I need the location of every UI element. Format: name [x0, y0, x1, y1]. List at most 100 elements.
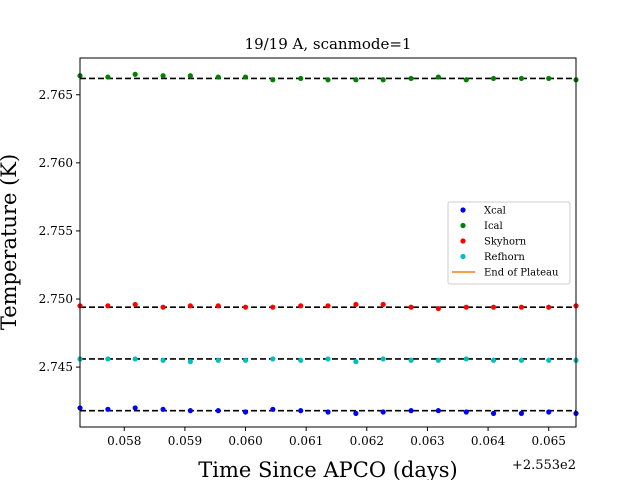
point-skyhorn [215, 303, 221, 309]
point-xcal [215, 408, 221, 414]
point-skyhorn [187, 303, 193, 309]
x-tick-label: 0.060 [228, 434, 262, 448]
chart-title: 19/19 A, scanmode=1 [245, 35, 412, 53]
point-xcal [353, 410, 359, 416]
point-ical [187, 73, 193, 79]
point-skyhorn [490, 304, 497, 310]
point-xcal [518, 410, 525, 416]
point-refhorn [187, 359, 193, 365]
point-refhorn [408, 357, 414, 363]
legend-marker-skyhorn [460, 238, 466, 244]
point-xcal [325, 409, 331, 415]
point-xcal [298, 408, 304, 414]
point-skyhorn [160, 304, 166, 310]
y-tick-label: 2.750 [39, 292, 73, 306]
point-refhorn [215, 357, 221, 363]
legend-marker-refhorn [460, 253, 466, 260]
x-axis: 0.058 0.059 0.060 0.061 0.062 0.063 0.064 0.065 [107, 427, 566, 448]
point-ical [242, 74, 249, 80]
point-refhorn [325, 356, 331, 362]
legend-label-refhorn: Refhorn [484, 252, 525, 263]
point-skyhorn [132, 301, 138, 308]
point-ical [105, 74, 111, 80]
point-refhorn [435, 357, 441, 363]
point-ical [270, 77, 276, 83]
point-ical [132, 71, 138, 77]
point-ical [435, 74, 441, 80]
point-refhorn [518, 357, 525, 363]
point-refhorn [546, 357, 552, 363]
point-xcal [490, 410, 497, 416]
point-refhorn [380, 356, 386, 362]
point-xcal [408, 408, 414, 414]
point-skyhorn [518, 304, 525, 310]
x-tick-label: 0.063 [410, 434, 444, 448]
legend-label-end-of-plateau: End of Plateau [484, 268, 559, 279]
point-refhorn [298, 357, 304, 363]
point-xcal [132, 405, 138, 411]
point-xcal [187, 408, 193, 414]
point-ical [353, 77, 359, 83]
y-tick-label: 2.745 [39, 360, 73, 374]
point-ical [325, 77, 331, 83]
data-points [77, 71, 579, 416]
y-tick-label: 2.765 [39, 88, 73, 102]
point-ical [160, 73, 166, 79]
y-tick-label: 2.760 [39, 156, 73, 170]
y-tick-label: 2.755 [39, 224, 73, 238]
point-ical [408, 75, 414, 82]
point-xcal [546, 409, 552, 415]
legend-label-skyhorn: Skyhorn [484, 237, 527, 248]
x-tick-label: 0.064 [471, 434, 506, 448]
point-xcal [242, 409, 249, 415]
point-xcal [380, 409, 386, 415]
point-refhorn [353, 359, 359, 365]
point-xcal [435, 408, 441, 414]
point-ical [215, 74, 221, 80]
x-tick-label: 0.062 [350, 434, 384, 448]
x-tick-label: 0.059 [168, 434, 202, 448]
point-skyhorn [270, 304, 276, 310]
x-offset-label: +2.553e2 [512, 458, 576, 473]
plot-frame [79, 57, 577, 428]
point-ical [518, 75, 525, 82]
point-skyhorn [546, 304, 552, 310]
point-skyhorn [325, 303, 331, 309]
x-tick-label: 0.065 [532, 434, 566, 448]
point-xcal [270, 406, 276, 412]
point-skyhorn [380, 301, 386, 308]
point-skyhorn [353, 301, 359, 308]
point-refhorn [242, 357, 249, 363]
point-ical [298, 75, 304, 82]
point-xcal [160, 406, 166, 412]
legend-marker-xcal [460, 207, 466, 213]
y-axis: 2.745 2.750 2.755 2.760 2.765 [39, 88, 80, 374]
y-axis-label: Temperature (K) [0, 154, 21, 330]
point-ical [546, 75, 552, 82]
point-refhorn [132, 356, 138, 362]
point-skyhorn [298, 303, 304, 309]
point-skyhorn [105, 303, 111, 309]
point-refhorn [463, 356, 469, 362]
legend-box [447, 201, 571, 285]
point-refhorn [105, 356, 111, 362]
point-refhorn [490, 357, 497, 363]
x-tick-label: 0.058 [107, 434, 141, 448]
point-skyhorn [435, 305, 441, 312]
point-skyhorn [408, 304, 414, 310]
point-refhorn [270, 356, 276, 362]
legend-label-ical: Ical [484, 221, 503, 232]
x-tick-label: 0.061 [289, 434, 323, 448]
point-ical [490, 75, 497, 82]
point-ical [380, 77, 386, 83]
point-xcal [105, 406, 111, 412]
legend: Xcal Ical Skyhorn Refhorn End of Plateau [447, 201, 571, 285]
point-skyhorn [242, 304, 249, 310]
point-xcal [463, 409, 469, 415]
legend-marker-ical [460, 222, 466, 229]
legend-label-xcal: Xcal [484, 206, 506, 217]
x-axis-label: Time Since APCO (days) [198, 458, 457, 480]
point-ical [463, 77, 469, 83]
point-refhorn [160, 357, 166, 363]
